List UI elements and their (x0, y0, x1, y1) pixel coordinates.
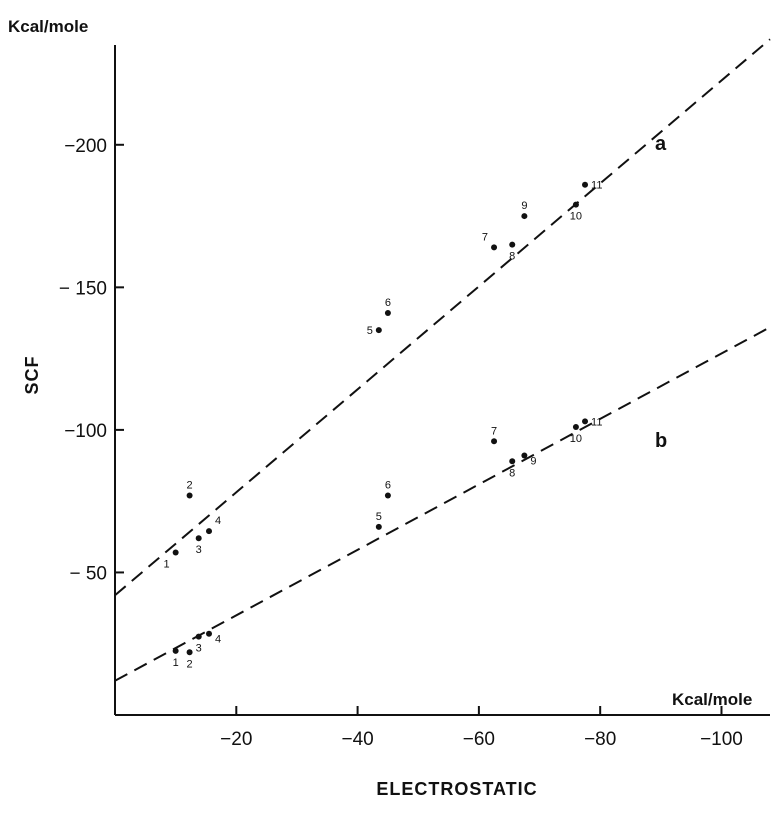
data-point-b-1 (172, 647, 179, 654)
x-tick-label: −80 (584, 729, 616, 750)
fit-line-a (114, 38, 771, 597)
series-label-b: b (655, 430, 667, 452)
y-tick-label: − 150 (59, 278, 107, 299)
point-label-a-3: 3 (196, 544, 202, 556)
point-label-b-5: 5 (376, 511, 382, 523)
data-point-b-6 (384, 492, 391, 499)
data-point-a-5 (375, 327, 382, 334)
data-point-a-1 (172, 549, 179, 556)
data-point-b-7 (491, 438, 498, 445)
x-tick-label: −20 (220, 729, 252, 750)
data-point-a-11 (582, 181, 589, 188)
y-ticks: − 50 −100 − 150 −200 (59, 136, 124, 584)
point-label-b-8: 8 (509, 467, 515, 479)
y-unit-label: Kcal/mole (8, 17, 88, 36)
x-ticks: −20 −40 −60 −80 −100 (220, 706, 743, 750)
data-point-a-4 (206, 528, 213, 535)
point-label-a-11: 11 (591, 180, 602, 192)
y-tick-label: −200 (64, 136, 107, 157)
point-label-b-3: 3 (196, 643, 202, 655)
data-point-a-3 (195, 535, 202, 542)
point-label-b-7: 7 (491, 425, 497, 437)
point-label-a-10: 10 (570, 211, 582, 223)
data-point-a-7 (491, 244, 498, 251)
point-label-a-6: 6 (385, 297, 391, 309)
y-axis-title: SCF (22, 356, 42, 395)
point-label-a-5: 5 (367, 325, 373, 337)
data-point-b-5 (375, 523, 382, 530)
data-point-a-9 (521, 213, 528, 220)
x-tick-label: −60 (463, 729, 495, 750)
fit-lines (114, 38, 771, 682)
point-label-a-9: 9 (521, 200, 527, 212)
axes (114, 45, 770, 716)
x-axis-title: ELECTROSTATIC (376, 779, 537, 799)
point-label-b-11: 11 (591, 416, 602, 428)
data-point-b-9 (521, 452, 528, 459)
data-point-b-2 (186, 649, 193, 656)
point-label-a-4: 4 (215, 515, 221, 527)
point-label-b-1: 1 (173, 657, 179, 669)
point-label-b-2: 2 (187, 658, 193, 670)
data-point-a-10 (572, 201, 579, 208)
x-tick-label: −100 (700, 729, 743, 750)
data-point-b-10 (572, 424, 579, 431)
data-point-a-2 (186, 492, 193, 499)
point-label-a-7: 7 (482, 231, 488, 243)
fit-line-b (114, 326, 771, 682)
data-point-b-4 (206, 630, 213, 637)
point-label-a-1: 1 (164, 558, 170, 570)
data-point-b-11 (582, 418, 589, 425)
point-label-b-10: 10 (570, 433, 582, 445)
series-label-a: a (655, 133, 667, 155)
point-label-a-8: 8 (509, 251, 515, 263)
point-label-b-9: 9 (530, 456, 536, 468)
data-point-b-3 (195, 633, 202, 640)
x-tick-label: −40 (341, 729, 373, 750)
data-point-a-6 (384, 310, 391, 316)
point-label-a-2: 2 (187, 479, 193, 491)
y-tick-label: − 50 (69, 563, 107, 584)
point-label-b-4: 4 (215, 634, 221, 646)
data-point-a-8 (509, 241, 516, 248)
point-label-b-6: 6 (385, 479, 391, 491)
y-tick-label: −100 (64, 421, 107, 442)
data-point-b-8 (509, 458, 516, 465)
x-unit-label: Kcal/mole (672, 690, 752, 709)
